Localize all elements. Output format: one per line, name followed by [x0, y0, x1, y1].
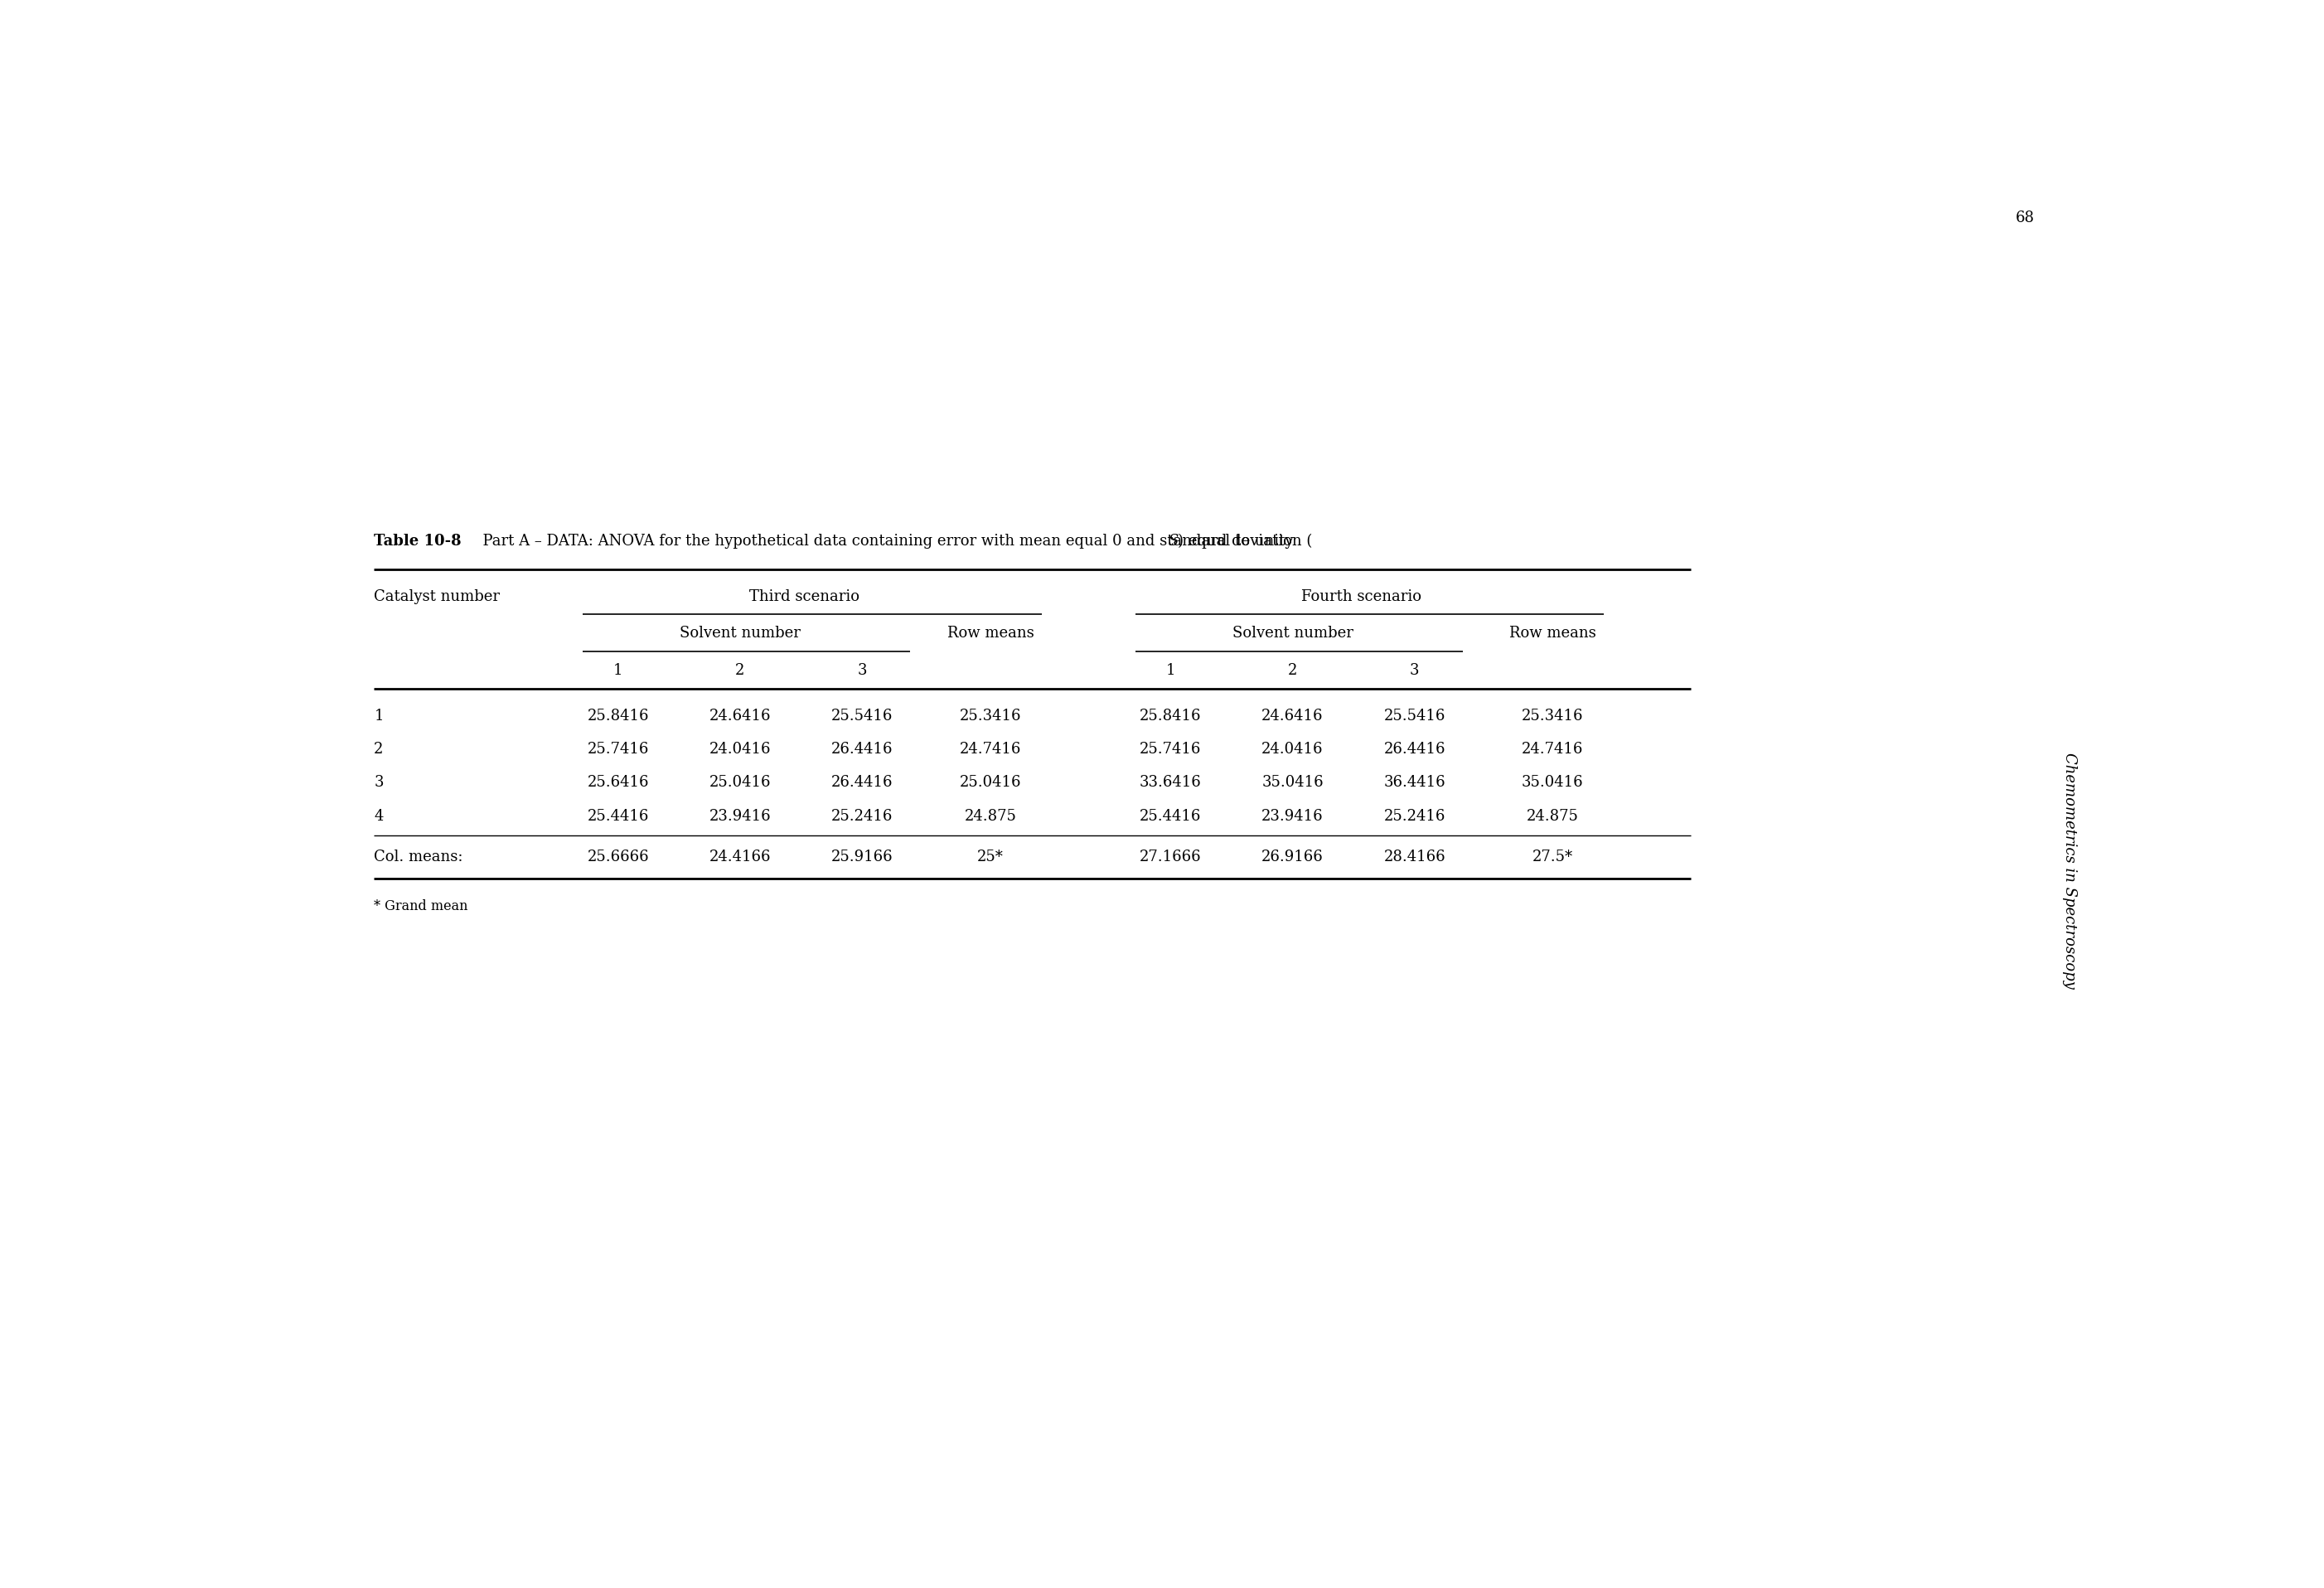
- Text: 25.7416: 25.7416: [1139, 742, 1202, 757]
- Text: 26.4416: 26.4416: [1383, 742, 1446, 757]
- Text: 36.4416: 36.4416: [1383, 775, 1446, 791]
- Text: Table 10-8: Table 10-8: [374, 534, 462, 548]
- Text: 24.7416: 24.7416: [960, 742, 1023, 757]
- Text: 25.5416: 25.5416: [1383, 708, 1446, 724]
- Text: 4: 4: [374, 808, 383, 824]
- Text: 26.4416: 26.4416: [832, 775, 892, 791]
- Text: 25.8416: 25.8416: [588, 708, 648, 724]
- Text: Solvent number: Solvent number: [1232, 626, 1353, 642]
- Text: S: S: [1169, 534, 1178, 548]
- Text: 1: 1: [614, 664, 623, 678]
- Text: 24.6416: 24.6416: [1262, 708, 1322, 724]
- Text: 25.7416: 25.7416: [588, 742, 648, 757]
- Text: 25.3416: 25.3416: [960, 708, 1023, 724]
- Text: 25*: 25*: [978, 850, 1004, 864]
- Text: 24.4166: 24.4166: [709, 850, 772, 864]
- Text: 27.1666: 27.1666: [1139, 850, 1202, 864]
- Text: 3: 3: [374, 775, 383, 791]
- Text: 25.3416: 25.3416: [1522, 708, 1583, 724]
- Text: Fourth scenario: Fourth scenario: [1301, 589, 1422, 603]
- Text: 27.5*: 27.5*: [1532, 850, 1573, 864]
- Text: 25.2416: 25.2416: [1383, 808, 1446, 824]
- Text: Chemometrics in Spectroscopy: Chemometrics in Spectroscopy: [2061, 753, 2078, 989]
- Text: 23.9416: 23.9416: [1262, 808, 1322, 824]
- Text: 28.4166: 28.4166: [1383, 850, 1446, 864]
- Text: Col. means:: Col. means:: [374, 850, 462, 864]
- Text: Solvent number: Solvent number: [679, 626, 799, 642]
- Text: Third scenario: Third scenario: [748, 589, 860, 603]
- Text: 24.875: 24.875: [964, 808, 1016, 824]
- Text: 26.4416: 26.4416: [832, 742, 892, 757]
- Text: 1: 1: [1167, 664, 1176, 678]
- Text: 25.0416: 25.0416: [709, 775, 772, 791]
- Text: 35.0416: 35.0416: [1262, 775, 1322, 791]
- Text: Part A – DATA: ANOVA for the hypothetical data containing error with mean equal : Part A – DATA: ANOVA for the hypothetica…: [474, 534, 1313, 548]
- Text: Row means: Row means: [948, 626, 1034, 642]
- Text: 25.5416: 25.5416: [832, 708, 892, 724]
- Text: 1: 1: [374, 708, 383, 724]
- Text: * Grand mean: * Grand mean: [374, 899, 467, 913]
- Text: 25.0416: 25.0416: [960, 775, 1023, 791]
- Text: 25.6666: 25.6666: [588, 850, 648, 864]
- Text: 24.875: 24.875: [1527, 808, 1578, 824]
- Text: 24.7416: 24.7416: [1522, 742, 1583, 757]
- Text: 68: 68: [2015, 210, 2034, 225]
- Text: 25.6416: 25.6416: [588, 775, 648, 791]
- Text: 3: 3: [858, 664, 867, 678]
- Text: 35.0416: 35.0416: [1522, 775, 1583, 791]
- Text: 25.8416: 25.8416: [1139, 708, 1202, 724]
- Text: 24.6416: 24.6416: [709, 708, 772, 724]
- Text: 33.6416: 33.6416: [1139, 775, 1202, 791]
- Text: 2: 2: [1287, 664, 1297, 678]
- Text: Row means: Row means: [1508, 626, 1597, 642]
- Text: 24.0416: 24.0416: [709, 742, 772, 757]
- Text: 25.9166: 25.9166: [832, 850, 892, 864]
- Text: ) equal to unity: ) equal to unity: [1178, 534, 1292, 548]
- Text: Catalyst number: Catalyst number: [374, 589, 500, 603]
- Text: 25.4416: 25.4416: [588, 808, 648, 824]
- Text: 2: 2: [734, 664, 746, 678]
- Text: 2: 2: [374, 742, 383, 757]
- Text: 25.2416: 25.2416: [832, 808, 892, 824]
- Text: 25.4416: 25.4416: [1139, 808, 1202, 824]
- Text: 3: 3: [1411, 664, 1420, 678]
- Text: 23.9416: 23.9416: [709, 808, 772, 824]
- Text: 26.9166: 26.9166: [1262, 850, 1322, 864]
- Text: 24.0416: 24.0416: [1262, 742, 1322, 757]
